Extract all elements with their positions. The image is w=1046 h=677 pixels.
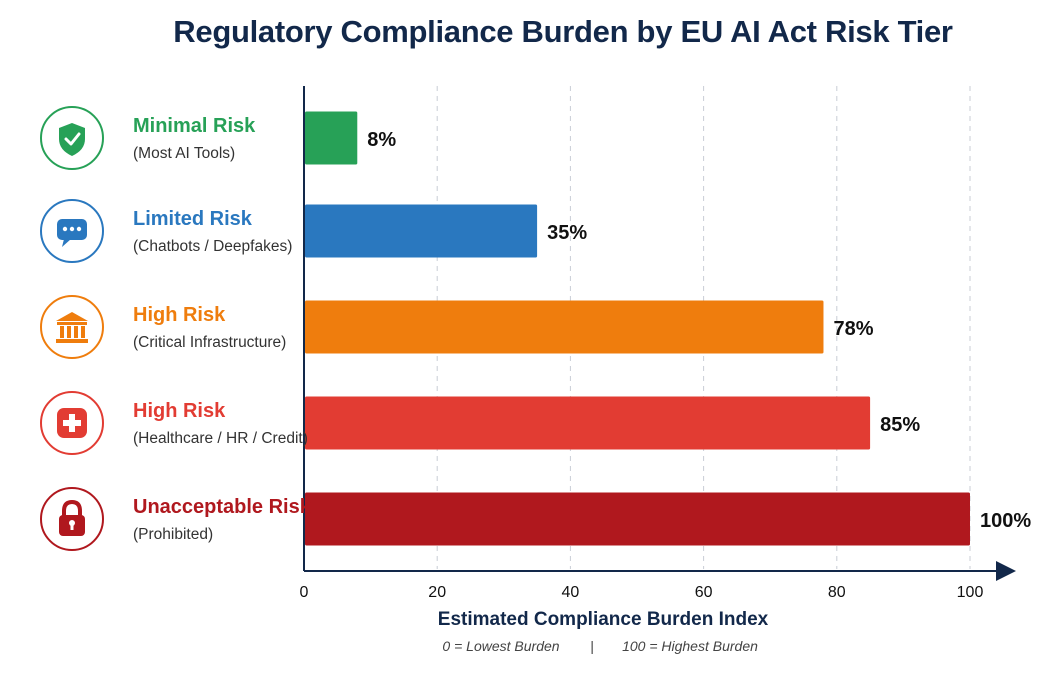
bar — [305, 396, 871, 450]
x-axis-label: Estimated Compliance Burden Index — [438, 609, 769, 630]
x-tick-label: 40 — [562, 584, 580, 601]
bar-value-label: 8% — [367, 129, 396, 151]
medical-cross-icon — [40, 391, 104, 455]
bar-value-label: 100% — [980, 510, 1031, 532]
x-tick-label: 0 — [300, 584, 309, 601]
category-labels: Minimal Risk (Most AI Tools) Limited Risk (… — [40, 106, 312, 551]
category-subtitle: (Chatbots / Deepfakes) — [133, 238, 292, 255]
bar-value-label: 85% — [880, 414, 920, 436]
bar — [305, 492, 970, 546]
category-subtitle: (Most AI Tools) — [133, 145, 235, 162]
padlock-icon — [40, 487, 104, 551]
x-tick-label: 20 — [428, 584, 446, 601]
category-subtitle: (Prohibited) — [133, 526, 213, 543]
bar — [305, 111, 358, 165]
category-name: High Risk — [133, 304, 226, 326]
bar — [305, 300, 824, 354]
axes: 0 20 40 60 80 100 — [300, 86, 1016, 601]
category-name: Minimal Risk — [133, 115, 256, 137]
category-subtitle: (Critical Infrastructure) — [133, 334, 286, 351]
x-tick-label: 100 — [957, 584, 984, 601]
bank-building-icon — [40, 295, 104, 359]
category-name: Unacceptable Risk — [133, 496, 312, 518]
scale-note-low: 0 = Lowest Burden — [442, 638, 559, 654]
chart-title: Regulatory Compliance Burden by EU AI Ac… — [173, 14, 953, 49]
x-tick-label: 60 — [695, 584, 713, 601]
shield-check-icon — [40, 106, 104, 170]
chat-bubble-icon — [40, 199, 104, 263]
scale-note-high: 100 = Highest Burden — [622, 638, 758, 654]
bars: 8% 35% 78% 85% 100% — [305, 111, 1031, 546]
x-tick-label: 80 — [828, 584, 846, 601]
bar-value-label: 78% — [833, 318, 873, 340]
category-name: High Risk — [133, 400, 226, 422]
category-name: Limited Risk — [133, 208, 253, 230]
scale-note-separator: | — [590, 638, 594, 654]
category-subtitle: (Healthcare / HR / Credit) — [133, 430, 308, 447]
bar-value-label: 35% — [547, 222, 587, 244]
bar — [305, 204, 538, 258]
